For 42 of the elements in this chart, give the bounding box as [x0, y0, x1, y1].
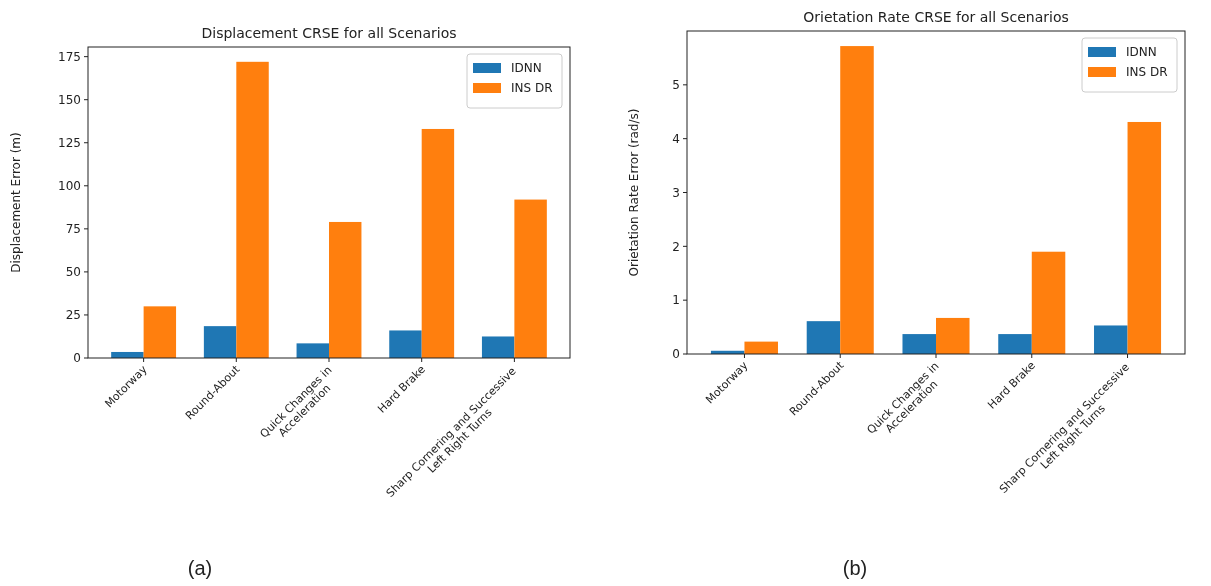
- y-tick-label: 100: [58, 179, 81, 193]
- text: (a): [187, 557, 213, 579]
- bar: [421, 128, 455, 358]
- chart-title: Displacement CRSE for all Scenarios: [201, 25, 457, 41]
- y-tick-label: 2: [672, 239, 680, 254]
- y-tick-label: 3: [672, 185, 680, 200]
- bar: [1094, 325, 1128, 354]
- y-tick-label: 125: [58, 135, 81, 150]
- y-tick-label: 5: [672, 78, 680, 93]
- bar: [296, 343, 329, 358]
- bar: [1031, 251, 1066, 354]
- y-tick-label: 175: [58, 49, 81, 64]
- bar: [902, 334, 936, 354]
- legend-label: INS DR: [511, 81, 553, 95]
- y-tick-label: 4: [672, 131, 680, 146]
- legend-label: IDNN: [1126, 45, 1157, 59]
- bar: [143, 306, 177, 358]
- chart-title: Orietation Rate CRSE for all Scenarios: [803, 9, 1069, 25]
- y-tick-label: 25: [65, 308, 81, 323]
- y-tick-label: 0: [672, 347, 680, 362]
- bar: [236, 61, 269, 358]
- bar: [514, 199, 547, 358]
- bar: [936, 317, 970, 354]
- bar: [744, 341, 778, 354]
- bar: [806, 321, 841, 354]
- y-axis-title: Orietation Rate Error (rad/s): [627, 108, 641, 277]
- y-tick-label: 50: [65, 265, 81, 280]
- y-tick-label: 75: [65, 222, 81, 237]
- bar: [1127, 121, 1162, 354]
- bar: [998, 334, 1032, 354]
- bar: [203, 326, 237, 358]
- y-tick-label: 0: [73, 351, 81, 366]
- bar: [481, 336, 515, 358]
- y-axis-title: Displacement Error (m): [9, 132, 23, 273]
- legend-label: INS DR: [1126, 65, 1168, 79]
- bar: [389, 330, 422, 358]
- y-tick-label: 150: [58, 92, 81, 107]
- bar: [840, 46, 874, 354]
- bar: [329, 221, 362, 358]
- text: (b): [842, 557, 868, 579]
- y-tick-label: 1: [672, 293, 680, 308]
- legend-label: IDNN: [511, 61, 542, 75]
